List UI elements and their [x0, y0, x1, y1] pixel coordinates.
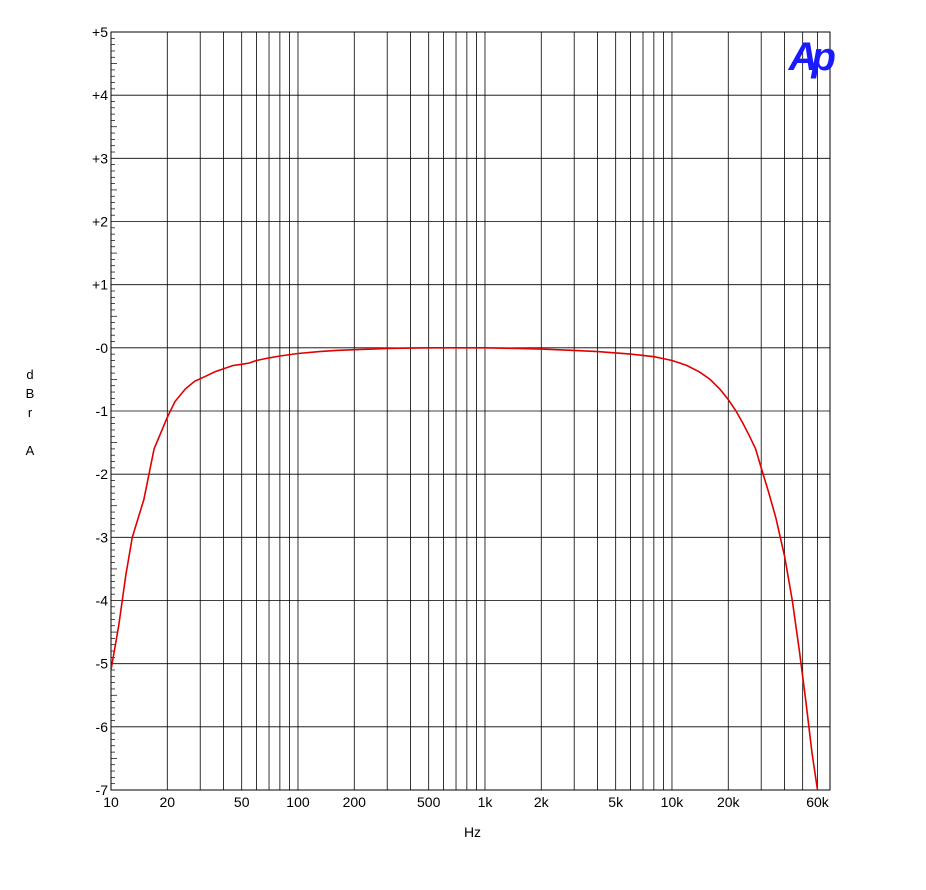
y-tick-label: -2	[96, 466, 109, 482]
y-axis-label-char: r	[28, 405, 33, 420]
y-axis-label-char: d	[26, 367, 33, 382]
plot-frame	[110, 31, 831, 791]
series-line-response	[111, 347, 819, 790]
x-axis-ticks: 10 20 50 100 200 500 1k 2k 5k 10k 20k 60k	[103, 794, 830, 810]
y-tick-label: -0	[96, 340, 109, 356]
x-tick-label: 10	[103, 794, 119, 810]
y-axis-label: dBr A	[26, 367, 35, 458]
x-axis-label: Hz	[464, 824, 481, 840]
y-axis-label-char: B	[26, 386, 35, 401]
y-tick-label: +2	[92, 214, 108, 230]
x-tick-label: 1k	[478, 794, 494, 810]
x-tick-label: 2k	[534, 794, 550, 810]
x-tick-label: 60k	[806, 794, 830, 810]
y-tick-label: -7	[96, 782, 109, 798]
x-tick-label: 20	[160, 794, 176, 810]
ap-logo: Ap	[788, 35, 836, 79]
x-tick-label: 100	[286, 794, 310, 810]
y-tick-label: +4	[92, 87, 108, 103]
x-tick-label: 50	[234, 794, 250, 810]
y-tick-label: -1	[96, 403, 109, 419]
minor-ticks	[111, 37, 117, 785]
grid	[111, 32, 830, 790]
y-axis-label-char: A	[26, 443, 35, 458]
y-tick-label: -6	[96, 719, 109, 735]
x-tick-label: 500	[417, 794, 441, 810]
y-axis-ticks: +5 +4 +3 +2 +1 -0 -1 -2 -3 -4 -5 -6 -7	[92, 24, 108, 798]
x-tick-label: 20k	[717, 794, 741, 810]
y-tick-label: +3	[92, 150, 108, 166]
x-tick-label: 10k	[661, 794, 685, 810]
y-tick-label: +1	[92, 277, 108, 293]
y-tick-label: -3	[96, 529, 109, 545]
x-tick-label: 5k	[608, 794, 624, 810]
y-tick-label: -4	[96, 593, 109, 609]
y-tick-label: +5	[92, 24, 108, 40]
x-tick-label: 200	[343, 794, 367, 810]
y-tick-label: -5	[96, 656, 109, 672]
